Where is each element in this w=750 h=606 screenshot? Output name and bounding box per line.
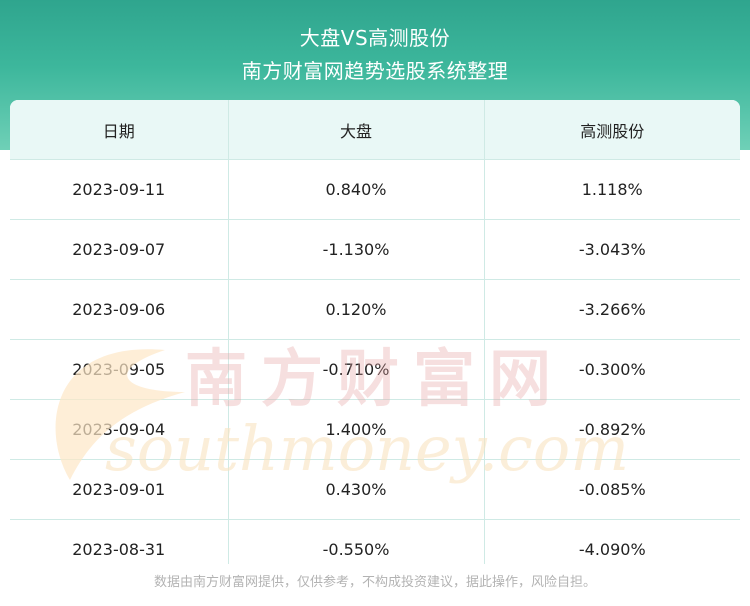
data-table-card: 日期 大盘 高测股份 2023-09-11 0.840% 1.118% 2023… bbox=[10, 100, 740, 564]
table-row: 2023-09-05 -0.710% -0.300% bbox=[10, 339, 740, 400]
cell-date: 2023-09-11 bbox=[10, 159, 229, 220]
column-header-stock: 高测股份 bbox=[484, 100, 740, 160]
table-row: 2023-08-31 -0.550% -4.090% bbox=[10, 519, 740, 564]
table-row: 2023-09-06 0.120% -3.266% bbox=[10, 279, 740, 340]
cell-market-change: 1.400% bbox=[228, 399, 485, 460]
cell-date: 2023-09-01 bbox=[10, 459, 229, 520]
cell-market-change: 0.120% bbox=[228, 279, 485, 340]
table-row: 2023-09-04 1.400% -0.892% bbox=[10, 399, 740, 460]
cell-date: 2023-09-07 bbox=[10, 219, 229, 280]
cell-date: 2023-09-06 bbox=[10, 279, 229, 340]
column-header-market: 大盘 bbox=[228, 100, 485, 160]
cell-stock-change: -3.266% bbox=[484, 279, 740, 340]
cell-date: 2023-09-04 bbox=[10, 399, 229, 460]
table-row: 2023-09-11 0.840% 1.118% bbox=[10, 159, 740, 220]
cell-stock-change: -0.300% bbox=[484, 339, 740, 400]
cell-stock-change: -0.085% bbox=[484, 459, 740, 520]
table-header-row: 日期 大盘 高测股份 bbox=[10, 100, 740, 160]
comparison-table: 日期 大盘 高测股份 2023-09-11 0.840% 1.118% 2023… bbox=[10, 100, 740, 564]
cell-market-change: -1.130% bbox=[228, 219, 485, 280]
table-row: 2023-09-07 -1.130% -3.043% bbox=[10, 219, 740, 280]
cell-market-change: 0.430% bbox=[228, 459, 485, 520]
column-header-date: 日期 bbox=[10, 100, 229, 160]
cell-stock-change: -3.043% bbox=[484, 219, 740, 280]
cell-market-change: -0.550% bbox=[228, 519, 485, 564]
table-row: 2023-09-01 0.430% -0.085% bbox=[10, 459, 740, 520]
cell-market-change: -0.710% bbox=[228, 339, 485, 400]
cell-stock-change: -0.892% bbox=[484, 399, 740, 460]
disclaimer-footer: 数据由南方财富网提供，仅供参考，不构成投资建议，据此操作，风险自担。 bbox=[153, 575, 596, 590]
cell-stock-change: -4.090% bbox=[578, 540, 646, 559]
cell-stock-change: 1.118% bbox=[484, 159, 740, 220]
cell-date: 2023-08-31 bbox=[10, 519, 229, 564]
page-subtitle: 南方财富网趋势选股系统整理 bbox=[241, 59, 509, 83]
page-title: 大盘VS高测股份 bbox=[299, 26, 451, 50]
cell-market-change: 0.840% bbox=[228, 159, 485, 220]
cell-date: 2023-09-05 bbox=[10, 339, 229, 400]
